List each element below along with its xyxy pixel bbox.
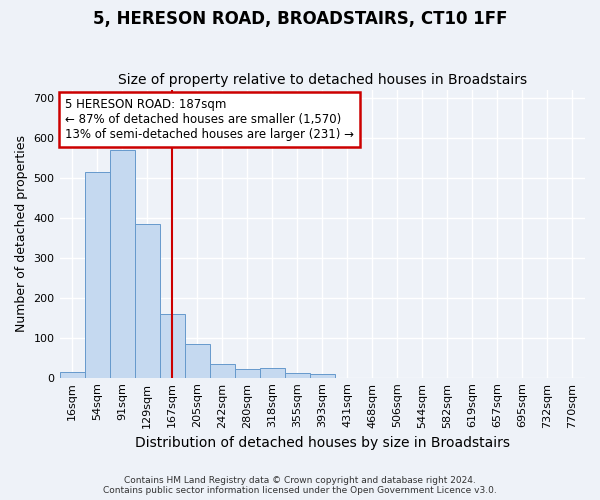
Bar	[235, 369, 260, 378]
Bar	[285, 373, 310, 378]
Bar	[110, 150, 134, 378]
Bar	[134, 224, 160, 378]
Text: Contains HM Land Registry data © Crown copyright and database right 2024.
Contai: Contains HM Land Registry data © Crown c…	[103, 476, 497, 495]
Y-axis label: Number of detached properties: Number of detached properties	[15, 135, 28, 332]
Title: Size of property relative to detached houses in Broadstairs: Size of property relative to detached ho…	[118, 73, 527, 87]
Bar	[185, 344, 209, 378]
Text: 5, HERESON ROAD, BROADSTAIRS, CT10 1FF: 5, HERESON ROAD, BROADSTAIRS, CT10 1FF	[93, 10, 507, 28]
Text: 5 HERESON ROAD: 187sqm
← 87% of detached houses are smaller (1,570)
13% of semi-: 5 HERESON ROAD: 187sqm ← 87% of detached…	[65, 98, 354, 141]
Bar	[59, 372, 85, 378]
X-axis label: Distribution of detached houses by size in Broadstairs: Distribution of detached houses by size …	[135, 436, 510, 450]
Bar	[260, 368, 285, 378]
Bar	[85, 172, 110, 378]
Bar	[160, 314, 185, 378]
Bar	[209, 364, 235, 378]
Bar	[310, 374, 335, 378]
